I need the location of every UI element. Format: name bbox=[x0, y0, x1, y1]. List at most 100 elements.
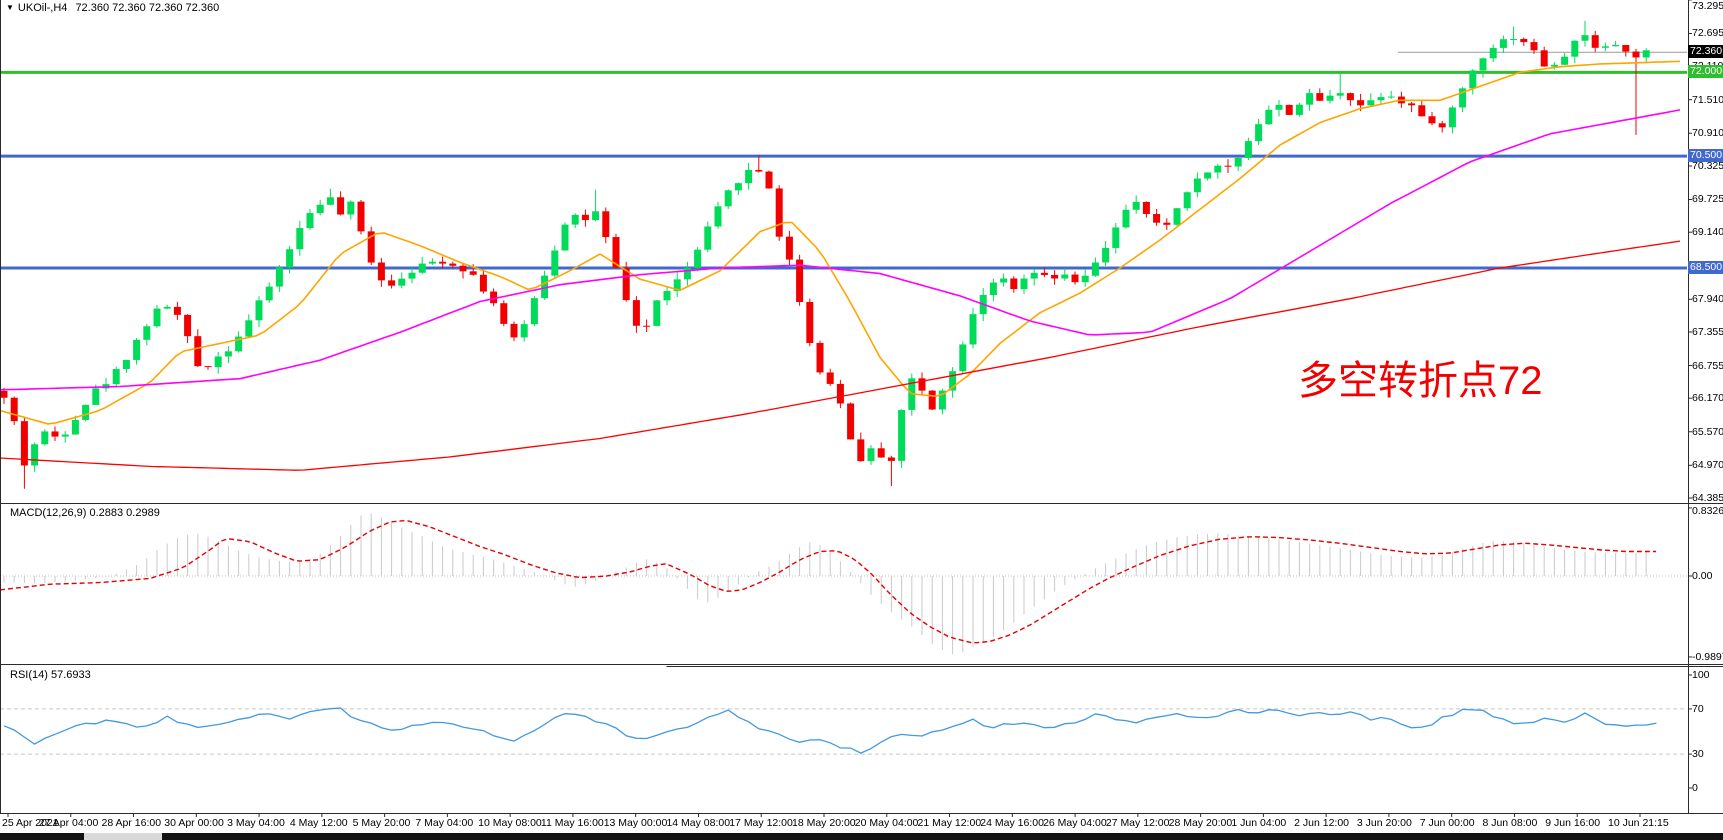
candle-body bbox=[1306, 93, 1314, 105]
candle-body bbox=[938, 390, 946, 410]
candle-body bbox=[1163, 222, 1171, 225]
time-axis-label: 28 May 20:00 bbox=[1168, 817, 1233, 829]
candle-body bbox=[1214, 165, 1222, 173]
time-axis-label: 10 Jun 21:15 bbox=[1608, 817, 1669, 829]
candle-body bbox=[1244, 141, 1252, 158]
price-level-badge: 68.500 bbox=[1688, 260, 1723, 274]
candle-body bbox=[153, 308, 161, 327]
candle-body bbox=[1561, 56, 1569, 65]
candle-body bbox=[551, 250, 559, 276]
symbol-ohlc-values: 72.360 72.360 72.360 72.360 bbox=[75, 2, 220, 14]
candle-body bbox=[1295, 104, 1303, 115]
candle-body bbox=[622, 267, 630, 301]
candle-body bbox=[418, 263, 426, 273]
candle-body bbox=[1479, 58, 1487, 71]
candle-body bbox=[347, 201, 355, 215]
candle-body bbox=[469, 271, 477, 275]
candle-body bbox=[296, 228, 304, 250]
candle-body bbox=[1183, 192, 1191, 209]
time-axis-label: 14 May 08:00 bbox=[666, 817, 731, 829]
ma-slow-red bbox=[0, 240, 1681, 471]
candle-body bbox=[1010, 278, 1018, 290]
candle-body bbox=[1571, 40, 1579, 57]
candle-body bbox=[439, 261, 447, 264]
candle-body bbox=[1030, 272, 1038, 279]
time-axis-label: 25 Apr 2021 bbox=[2, 817, 59, 829]
candle-body bbox=[857, 439, 865, 462]
candle-body bbox=[632, 300, 640, 326]
candle-body bbox=[724, 190, 732, 207]
borders-layer bbox=[0, 0, 1723, 817]
candle-body bbox=[949, 371, 957, 391]
time-axis-label: 9 Jun 16:00 bbox=[1545, 817, 1601, 829]
candle-body bbox=[663, 291, 671, 301]
candle-body bbox=[367, 231, 375, 263]
candle-body bbox=[1234, 157, 1242, 167]
taskbar[interactable] bbox=[0, 833, 1723, 840]
candle-body bbox=[785, 236, 793, 260]
candle-body bbox=[510, 323, 518, 338]
candle-body bbox=[592, 211, 600, 221]
candle-body bbox=[398, 278, 406, 286]
candle-body bbox=[989, 282, 997, 295]
rsi-axis-label: 30 bbox=[1692, 748, 1704, 761]
candle-body bbox=[745, 169, 753, 184]
candle-body bbox=[122, 359, 130, 370]
price-level-badge: 72.360 bbox=[1688, 45, 1723, 59]
candle-body bbox=[112, 369, 120, 385]
candle-body bbox=[1612, 45, 1620, 47]
candle-body bbox=[1193, 178, 1201, 193]
candle-body bbox=[887, 457, 895, 461]
candle-body bbox=[612, 237, 620, 268]
symbol-dropdown-icon[interactable]: ▼ bbox=[6, 3, 14, 12]
candle-body bbox=[1469, 70, 1477, 89]
time-axis-label: 21 May 12:00 bbox=[917, 817, 982, 829]
time-axis-label: 8 Jun 08:00 bbox=[1482, 817, 1538, 829]
candle-body bbox=[1357, 100, 1365, 106]
candle-body bbox=[1081, 275, 1089, 283]
candle-body bbox=[357, 201, 365, 232]
candle-body bbox=[265, 286, 273, 301]
candle-body bbox=[286, 249, 294, 268]
candle-body bbox=[143, 326, 151, 340]
candle-body bbox=[816, 342, 824, 373]
candle-body bbox=[969, 314, 977, 345]
annotation-text: 多空转折点72 bbox=[1298, 359, 1543, 403]
candle-body bbox=[1459, 88, 1467, 108]
taskbar-window-button[interactable] bbox=[84, 833, 162, 840]
candle-body bbox=[1408, 103, 1416, 106]
macd-axis-label: 0.00 bbox=[1692, 570, 1713, 582]
candle-body bbox=[826, 372, 834, 384]
time-axis-label: 28 Apr 16:00 bbox=[101, 817, 162, 829]
candle-body bbox=[1224, 165, 1232, 167]
candle-body bbox=[928, 390, 936, 410]
candle-body bbox=[10, 397, 18, 422]
time-axis-label: 11 May 16:00 bbox=[540, 817, 604, 829]
hline-layer bbox=[0, 51, 1687, 270]
candle-body bbox=[490, 291, 498, 304]
time-axis-label: 20 May 04:00 bbox=[854, 817, 919, 829]
candle-body bbox=[541, 275, 549, 299]
candle-body bbox=[959, 344, 967, 372]
rsi-axis-label: 70 bbox=[1692, 702, 1704, 715]
candle-body bbox=[714, 206, 722, 227]
candle-body bbox=[1581, 35, 1589, 41]
candle-body bbox=[1336, 93, 1344, 96]
candle-body bbox=[1448, 107, 1456, 128]
candle-body bbox=[561, 224, 569, 251]
symbol-timeframe-label: UKOil-,H4 bbox=[17, 2, 68, 14]
candle-body bbox=[1367, 100, 1375, 106]
price-axis-label: 64.970 bbox=[1692, 459, 1723, 472]
candle-body bbox=[673, 279, 681, 292]
candle-body bbox=[224, 351, 232, 357]
candle-body bbox=[1122, 209, 1130, 228]
candle-body bbox=[683, 267, 691, 280]
candle-body bbox=[847, 403, 855, 440]
time-axis-label: 7 May 04:00 bbox=[415, 817, 474, 829]
price-axis-label: 66.170 bbox=[1692, 392, 1723, 405]
candle-body bbox=[1550, 64, 1558, 67]
candle-body bbox=[194, 336, 202, 367]
candle-body bbox=[1540, 50, 1548, 67]
